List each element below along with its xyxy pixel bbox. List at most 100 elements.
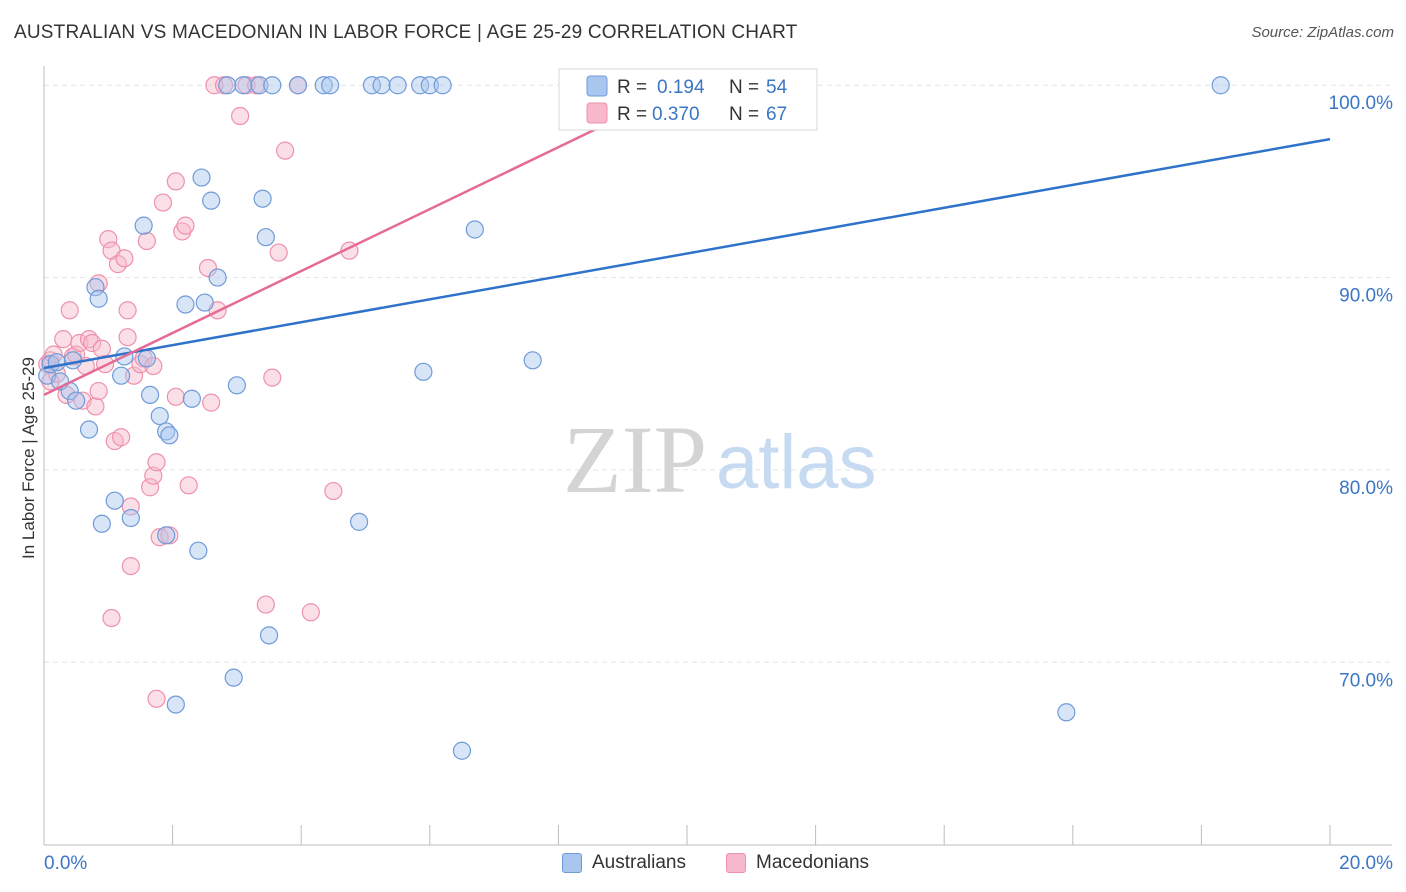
axes — [43, 66, 1392, 846]
macedonians-point — [147, 453, 166, 472]
australians-point — [218, 76, 237, 95]
australians-point — [420, 76, 439, 95]
australians-point — [208, 268, 227, 287]
macedonians-point — [147, 689, 166, 708]
australians-point — [176, 295, 195, 314]
legend-n-label-macedonians: N = — [729, 104, 759, 125]
australians-point — [182, 389, 201, 408]
australians-point — [189, 541, 208, 560]
x-tick-labels: 0.0% 20.0% — [44, 853, 1393, 874]
australians-point — [250, 76, 269, 95]
legend-r-label-australians: R = — [617, 77, 647, 98]
macedonians-point — [102, 608, 121, 628]
legend-box: R = 0.194 N = 54 R = 0.370 N = 67 — [558, 68, 818, 131]
australians-point — [256, 228, 275, 247]
australians-point — [86, 278, 105, 297]
macedonians-point — [60, 301, 79, 320]
australians-point — [150, 406, 169, 426]
australians-point — [79, 420, 99, 439]
australians-point — [67, 391, 86, 410]
watermark-zip: ZIP — [563, 406, 707, 513]
macedonians-point — [86, 397, 105, 416]
y-tick-label: 80.0% — [1339, 478, 1393, 499]
macedonians-point — [118, 328, 137, 347]
australians-point — [388, 76, 407, 95]
macedonians-point — [99, 230, 118, 249]
macedonians-point — [166, 172, 185, 191]
bottom-legend-macedonians: Macedonians — [726, 852, 869, 874]
australians-point — [259, 626, 279, 645]
australians-point — [105, 491, 124, 510]
australians-point — [362, 76, 382, 95]
australians-point — [89, 289, 108, 308]
macedonians-point — [263, 368, 282, 387]
macedonians-point — [124, 366, 144, 385]
australians-point — [47, 353, 66, 372]
y-tick-label: 90.0% — [1339, 286, 1393, 307]
macedonians-point — [92, 339, 111, 358]
australians-point — [411, 76, 430, 95]
watermark: ZIP atlas — [563, 406, 877, 513]
y-tick-labels: 100.0% 90.0% 80.0% 70.0% — [1329, 93, 1394, 691]
australians-point — [263, 76, 282, 95]
macedonians-point — [202, 393, 221, 412]
macedonians-point — [118, 301, 137, 320]
australians-point — [92, 514, 111, 533]
x-tick-label: 20.0% — [1339, 853, 1393, 874]
australians-point — [112, 366, 131, 385]
australians-trend-line — [43, 137, 1331, 370]
macedonians-trend-line — [43, 84, 688, 397]
y-tick-label: 70.0% — [1339, 670, 1393, 691]
australians-point — [414, 362, 433, 381]
macedonians-point — [205, 76, 224, 95]
australians-point — [121, 508, 140, 528]
macedonians-point — [112, 428, 131, 447]
macedonians-point — [140, 478, 160, 497]
australians-point — [314, 76, 333, 95]
y-axis-label: In Labor Force | Age 25-29 — [19, 357, 38, 559]
y-tick-label: 100.0% — [1329, 93, 1394, 114]
australians-point — [195, 293, 214, 312]
macedonians-point — [276, 141, 295, 160]
macedonians-point — [153, 193, 173, 212]
macedonians-point — [324, 481, 343, 501]
macedonians-point — [231, 106, 250, 126]
australians-point — [227, 376, 246, 395]
australians-point — [349, 512, 369, 531]
macedonians-point — [144, 466, 163, 485]
macedonians-point — [137, 231, 156, 251]
australians-point — [224, 668, 243, 687]
australians-point — [137, 349, 156, 368]
legend-r-value-macedonians: 0.370 — [652, 104, 700, 125]
watermark-atlas: atlas — [716, 420, 877, 505]
australians-point — [63, 351, 83, 370]
macedonians-point — [198, 258, 218, 278]
australians-point — [1211, 76, 1230, 95]
gridlines — [44, 84, 1392, 663]
bottom-legend-swatch-australians — [562, 853, 582, 873]
australians-point — [134, 216, 153, 235]
macedonians-point — [89, 381, 108, 401]
australians-point — [253, 189, 272, 208]
australians-point — [1057, 703, 1076, 722]
legend-n-value-macedonians: 67 — [766, 104, 787, 125]
bottom-legend: Australians Macedonians — [0, 852, 1406, 878]
macedonians-point — [83, 333, 102, 353]
trend-lines — [43, 84, 1331, 397]
legend-n-value-australians: 54 — [766, 77, 788, 98]
macedonians-points — [38, 76, 587, 708]
legend-r-value-australians: 0.194 — [657, 77, 705, 98]
chart-title: AUSTRALIAN VS MACEDONIAN IN LABOR FORCE … — [14, 22, 798, 43]
bottom-legend-label-australians: Australians — [592, 852, 686, 873]
chart-source: Source: ZipAtlas.com — [1251, 24, 1394, 41]
macedonians-point — [301, 603, 320, 622]
australians-point — [321, 76, 340, 95]
legend-r-label-macedonians: R = — [617, 104, 647, 125]
australians-point — [234, 76, 253, 95]
australians-point — [288, 76, 308, 95]
macedonians-point — [173, 222, 192, 241]
macedonians-point — [115, 249, 134, 268]
macedonians-point — [256, 595, 275, 614]
bottom-legend-swatch-macedonians — [726, 853, 746, 873]
